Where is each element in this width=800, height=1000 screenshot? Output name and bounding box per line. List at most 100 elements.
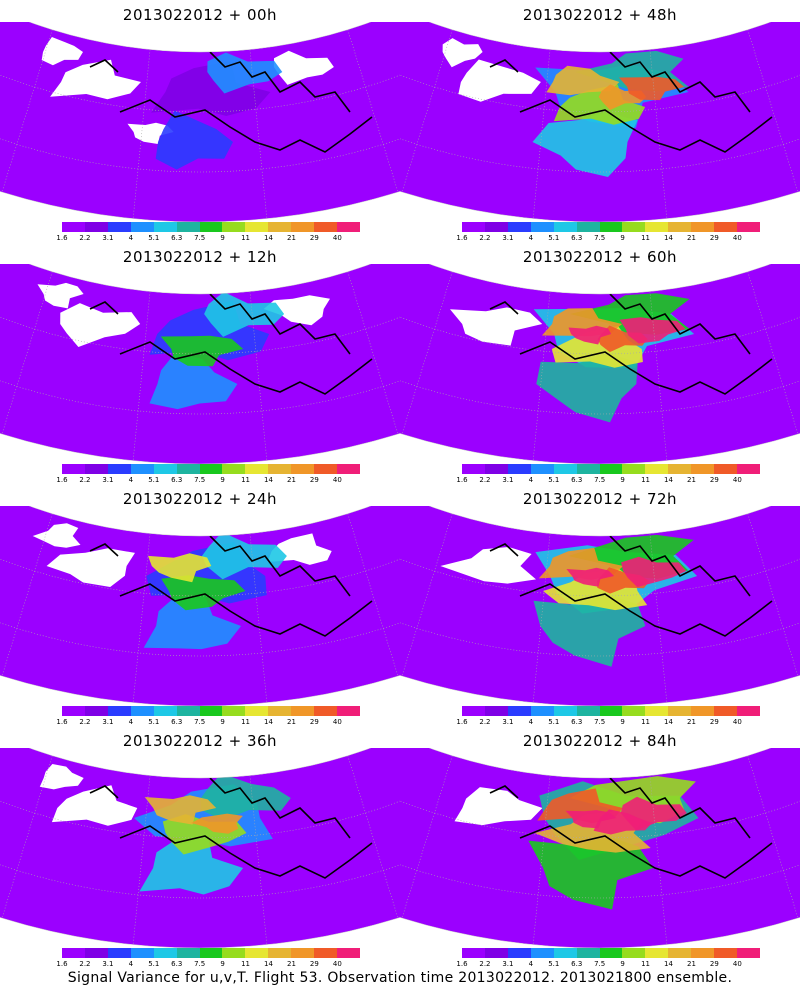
colorbar-tick-label: 1.6 bbox=[456, 960, 468, 968]
colorbar-swatch bbox=[337, 464, 360, 474]
colorbar-tick-label: 14 bbox=[664, 234, 673, 242]
panel-title: 2013022012 + 48h bbox=[522, 6, 678, 24]
colorbar-swatch bbox=[576, 948, 600, 958]
colorbar-swatch bbox=[553, 222, 577, 232]
colorbar-swatch bbox=[199, 948, 223, 958]
colorbar-swatch bbox=[530, 948, 554, 958]
colorbar-swatch bbox=[291, 222, 315, 232]
colorbar-swatch bbox=[107, 464, 131, 474]
colorbar-tick-label: 7.5 bbox=[594, 718, 606, 726]
map-panel: 2013022012 + 12h 1.6 2.2 3.1 4 5.1 6.3 7.5 9 11 14… bbox=[0, 242, 400, 487]
graticule-line bbox=[132, 49, 151, 219]
colorbar-tick-label: 2.2 bbox=[479, 960, 491, 968]
graticule-line bbox=[1, 755, 53, 919]
colorbar-swatch bbox=[530, 706, 554, 716]
colorbar-tick-label: 9 bbox=[620, 476, 625, 484]
colorbar-swatch bbox=[599, 706, 623, 716]
colorbar bbox=[462, 222, 760, 232]
colorbar-tick-label: 7.5 bbox=[594, 960, 606, 968]
colorbar-swatch bbox=[130, 464, 154, 474]
map-panel: 2013022012 + 84h 1.6 2.2 3.1 4 5.1 6.3 7.5 9 11 14… bbox=[400, 726, 800, 971]
colorbar-swatch bbox=[645, 706, 669, 716]
colorbar-swatch bbox=[484, 222, 508, 232]
panel-title: 2013022012 + 84h bbox=[522, 732, 678, 750]
map-panel: 2013022012 + 60h 1.6 2.2 3.1 4 5.1 6.3 7.5 9 11 14… bbox=[400, 242, 800, 487]
colorbar-swatch bbox=[245, 948, 269, 958]
colorbar-tick-label: 2.2 bbox=[479, 234, 491, 242]
colorbar-swatch bbox=[107, 222, 131, 232]
colorbar-tick-label: 6.3 bbox=[571, 960, 583, 968]
white-region bbox=[442, 38, 483, 68]
variance-contour bbox=[546, 65, 620, 96]
graticule-line bbox=[649, 291, 668, 461]
white-region bbox=[46, 548, 135, 587]
variance-contour bbox=[201, 532, 287, 580]
colorbar-swatch bbox=[130, 948, 154, 958]
coastline bbox=[489, 293, 773, 395]
graticule-line bbox=[347, 513, 399, 677]
variance-contour bbox=[553, 84, 646, 125]
colorbar-swatch bbox=[668, 222, 692, 232]
colorbar-tick-label: 3.1 bbox=[102, 234, 114, 242]
colorbar-swatch bbox=[737, 948, 760, 958]
colorbar-tick-label: 4 bbox=[128, 960, 134, 968]
map-outline bbox=[400, 506, 800, 706]
colorbar-tick-label: 3.1 bbox=[502, 476, 514, 484]
colorbar-tick-label: 6.3 bbox=[171, 476, 183, 484]
colorbar-swatch bbox=[691, 706, 715, 716]
map-panel: 2013022012 + 72h 1.6 2.2 3.1 4 5.1 6.3 7.5 9 11 14… bbox=[400, 484, 800, 729]
colorbar-tick-label: 1.6 bbox=[456, 234, 468, 242]
colorbar bbox=[462, 948, 760, 958]
colorbar-swatch bbox=[199, 222, 223, 232]
colorbar-swatch bbox=[714, 948, 738, 958]
graticule-line bbox=[249, 291, 268, 461]
graticule-line bbox=[401, 755, 453, 919]
colorbar-tick-label: 21 bbox=[686, 476, 696, 484]
colorbar-tick-label: 9 bbox=[620, 234, 625, 242]
colorbar-tick-label: 9 bbox=[220, 234, 225, 242]
colorbar-tick-label: 9 bbox=[220, 476, 225, 484]
map-panel: 2013022012 + 48h 1.6 2.2 3.1 4 5.1 6.3 7.5 9 11 14… bbox=[400, 0, 800, 245]
colorbar-swatch bbox=[314, 464, 338, 474]
variance-contour bbox=[528, 835, 654, 910]
colorbar-tick-label: 29 bbox=[309, 234, 319, 242]
colorbar-swatch bbox=[668, 464, 692, 474]
colorbar-tick-label: 4 bbox=[528, 718, 534, 726]
colorbar-tick-label: 4 bbox=[128, 234, 134, 242]
colorbar-swatch bbox=[314, 706, 338, 716]
colorbar-tick-label: 21 bbox=[286, 476, 296, 484]
colorbar-swatch bbox=[107, 948, 131, 958]
colorbar-tick-label: 3.1 bbox=[102, 718, 114, 726]
colorbar-swatch bbox=[622, 222, 646, 232]
colorbar-swatch bbox=[268, 222, 292, 232]
graticule-line bbox=[132, 291, 151, 461]
colorbar-tick-label: 6.3 bbox=[571, 234, 583, 242]
variance-contour bbox=[618, 76, 685, 101]
graticule-line bbox=[747, 29, 799, 193]
colorbar-tick-label: 11 bbox=[641, 718, 651, 726]
colorbar bbox=[62, 464, 360, 474]
colorbar-swatch bbox=[222, 706, 246, 716]
map-panel: 2013022012 + 00h 1.6 2.2 3.1 4 5.1 6.3 7.5 9 11 14… bbox=[0, 0, 400, 245]
colorbar-swatch bbox=[530, 222, 554, 232]
colorbar-swatch bbox=[199, 706, 223, 716]
colorbar-tick-label: 21 bbox=[686, 234, 696, 242]
colorbar-swatch bbox=[291, 706, 315, 716]
coastline bbox=[489, 535, 773, 637]
graticule-line bbox=[532, 49, 551, 219]
variance-contour bbox=[568, 325, 612, 345]
colorbar bbox=[62, 706, 360, 716]
white-region bbox=[450, 307, 543, 346]
colorbar-swatch bbox=[599, 464, 623, 474]
colorbar-tick-label: 14 bbox=[664, 960, 673, 968]
colorbar-tick-label: 4 bbox=[128, 718, 134, 726]
colorbar-tick-label: 1.6 bbox=[56, 718, 68, 726]
colorbar-swatch bbox=[176, 706, 200, 716]
colorbar-swatch bbox=[484, 464, 508, 474]
coastline bbox=[489, 51, 773, 153]
colorbar-tick-label: 40 bbox=[732, 718, 742, 726]
colorbar-swatch bbox=[62, 222, 85, 232]
colorbar-tick-label: 29 bbox=[709, 718, 719, 726]
colorbar-swatch bbox=[153, 464, 177, 474]
colorbar-swatch bbox=[462, 464, 485, 474]
